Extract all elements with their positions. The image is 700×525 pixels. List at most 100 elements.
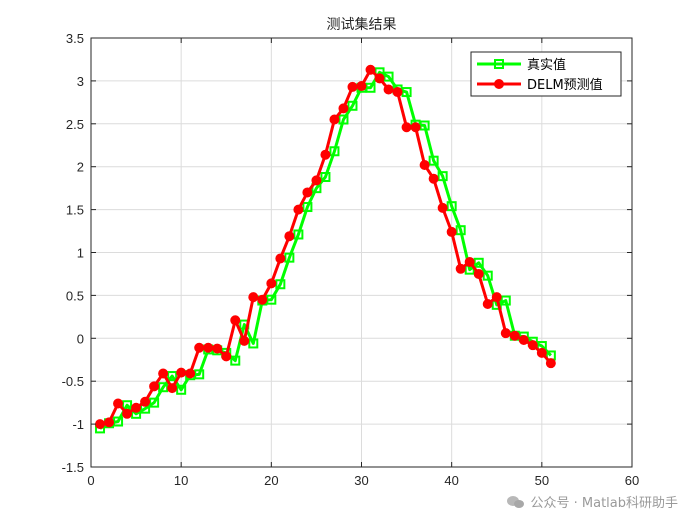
data-point [482,270,493,281]
data-point [158,382,169,393]
legend-item[interactable]: 真实值 [477,57,566,73]
data-point [410,122,421,133]
data-point [311,175,322,186]
data-point [329,146,340,157]
data-point [167,371,178,382]
data-point [347,81,358,92]
data-point [365,64,376,75]
data-point [158,368,169,379]
data-point [284,252,295,263]
data-point [203,342,214,353]
data-point [185,368,196,379]
data-point [428,155,439,166]
y-tick-label: 2.5 [66,117,84,132]
x-tick-label: 10 [174,473,188,488]
data-point [239,335,250,346]
y-tick-label: -1 [72,417,84,432]
x-tick-label: 60 [625,473,639,488]
data-point [455,263,466,274]
data-point [437,202,448,213]
watermark: 公众号 · Matlab科研助手 [507,492,678,511]
legend[interactable]: 真实值 DELM预测值 [470,51,622,97]
data-point [392,87,403,98]
x-tick-label: 0 [87,473,94,488]
data-point [302,187,313,198]
data-point [221,351,232,362]
data-point [509,330,520,341]
data-point [176,367,187,378]
data-point [401,122,412,133]
data-point [113,398,124,409]
ticks: 0 10 20 30 40 50 60 -1.5 -1 -0.5 0 0.5 1 1.5 2 2.5 3 3.5 [62,31,640,488]
data-point [266,294,277,305]
legend-marker [494,79,504,89]
data-point [455,225,466,236]
data-point [266,278,277,289]
data-point [482,298,493,309]
data-point [122,408,133,419]
y-tick-label: 0.5 [66,288,84,303]
data-point [329,114,340,125]
data-point [536,347,547,358]
data-point [446,201,457,212]
y-tick-label: -1.5 [62,460,84,475]
legend-marker [494,59,504,69]
data-point [320,149,331,160]
series-2 [95,64,556,430]
data-point [500,328,511,339]
data-point [356,81,367,92]
chart-title: 测试集结果 [327,16,397,33]
data-point [275,253,286,264]
data-point [293,204,304,215]
y-tick-label: 1.5 [66,203,84,218]
data-point [428,173,439,184]
data-point [500,295,511,306]
data-point [473,268,484,279]
y-tick-label: 2 [77,160,84,175]
data-point [545,358,556,369]
data-point [149,381,160,392]
data-point [167,383,178,394]
y-tick-label: 1 [77,246,84,261]
data-point [230,355,241,366]
x-tick-label: 40 [444,473,458,488]
data-point [131,402,142,413]
data-point [230,315,241,326]
y-tick-label: -0.5 [62,374,84,389]
data-point [365,82,376,93]
watermark-text: 公众号 · Matlab科研助手 [530,496,678,511]
data-point [473,257,484,268]
data-point [374,73,385,84]
data-point [419,159,430,170]
data-point [338,114,349,125]
data-point [176,384,187,395]
x-tick-label: 50 [535,473,549,488]
legend-label: 真实值 [527,57,566,73]
data-point [149,397,160,408]
data-point [527,340,538,351]
data-point [257,294,268,305]
data-point [491,292,502,303]
series-layer [95,64,556,434]
data-point [437,171,448,182]
x-tick-label: 30 [354,473,368,488]
data-point [383,84,394,95]
data-point [401,87,412,98]
data-point [338,103,349,114]
wechat-icon [507,495,525,509]
y-tick-label: 3.5 [66,31,84,46]
y-tick-label: 3 [77,74,84,89]
data-point [95,419,106,430]
data-point [293,229,304,240]
data-point [194,342,205,353]
data-point [194,369,205,380]
data-point [275,279,286,290]
data-point [446,226,457,237]
data-point [464,256,475,267]
legend-item[interactable]: DELM预测值 [477,77,603,93]
data-point [320,171,331,182]
data-point [212,343,223,354]
data-point [140,396,151,407]
data-point [284,231,295,242]
